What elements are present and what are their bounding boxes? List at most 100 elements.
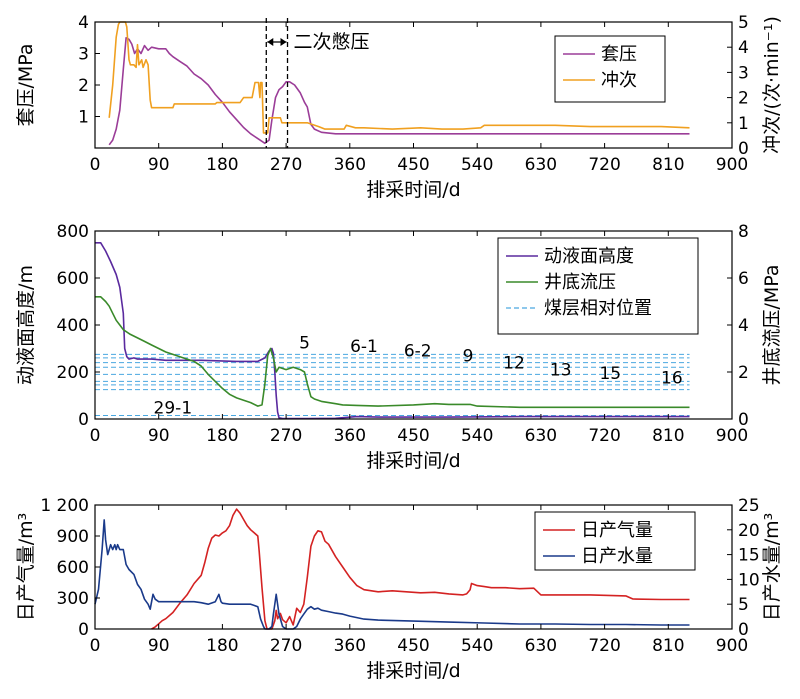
y-tick-label: 0 (78, 620, 89, 640)
x-tick-label: 90 (148, 155, 170, 175)
x-axis-label: 排采时间/d (366, 660, 460, 682)
x-axis-label: 排采时间/d (366, 450, 460, 472)
y-right-tick-label: 5 (738, 595, 749, 615)
y-axis-label: 套压/MPa (15, 43, 37, 126)
x-tick-label: 720 (588, 155, 620, 175)
chart-panel-3: 0 90 180 270 360 450 540 630 720 810 9000300600900… (15, 496, 783, 682)
x-tick-label: 90 (148, 636, 170, 656)
x-tick-label: 180 (206, 636, 238, 656)
annotation-text: 二次憋压 (294, 31, 370, 53)
seam-label: 12 (503, 353, 525, 373)
x-tick-label: 0 (90, 636, 101, 656)
seam-label: 5 (299, 333, 310, 353)
y-right-tick-label: 2 (738, 89, 749, 109)
x-axis-label: 排采时间/d (366, 179, 460, 201)
legend-box (554, 35, 666, 103)
y-tick-label: 1 (78, 108, 89, 128)
x-tick-label: 0 (90, 155, 101, 175)
legend-label: 煤层相对位置 (544, 298, 652, 319)
y-right-tick-label: 15 (738, 546, 760, 566)
y-tick-label: 900 (57, 527, 89, 547)
legend-label: 日产气量 (581, 520, 653, 541)
x-tick-label: 450 (397, 426, 429, 446)
y-right-tick-label: 0 (738, 620, 749, 640)
x-tick-label: 360 (334, 155, 366, 175)
annotation-arrowhead-left (267, 38, 274, 46)
y-axis-label-right: 井底流压/MPa (761, 264, 783, 385)
x-tick-label: 180 (206, 426, 238, 446)
x-tick-label: 900 (716, 155, 748, 175)
y-axis-label-right: 冲次/(次·min⁻¹) (761, 16, 783, 154)
legend-box (497, 237, 699, 335)
x-tick-label: 810 (652, 155, 684, 175)
chart-panel-1: 0 90 180 270 360 450 540 630 720 810 900 1 2 3 4 0 1 2 3 4 5… (15, 13, 783, 201)
seam-label: 6-1 (350, 337, 378, 357)
y-right-tick-label: 25 (738, 496, 760, 516)
y-right-tick-label: 1 (738, 114, 749, 134)
x-tick-label: 540 (461, 636, 493, 656)
y-right-tick-label: 0 (738, 139, 749, 159)
y-tick-label: 0 (78, 410, 89, 430)
y-right-tick-label: 4 (738, 316, 749, 336)
legend-label: 冲次 (601, 70, 637, 91)
y-tick-label: 3 (78, 45, 89, 65)
legend-box (534, 511, 696, 571)
x-tick-label: 360 (334, 426, 366, 446)
y-tick-label: 200 (57, 363, 89, 383)
series-line-2 (108, 21, 690, 134)
x-tick-label: 270 (270, 636, 302, 656)
y-right-tick-label: 8 (738, 222, 749, 242)
seam-label: 9 (463, 346, 474, 366)
y-tick-label: 600 (57, 269, 89, 289)
seam-label: 6-2 (404, 342, 432, 362)
series-line-2 (95, 296, 690, 409)
y-tick-label: 4 (78, 13, 89, 33)
legend-label: 套压 (601, 44, 637, 65)
series-line-2 (94, 519, 690, 630)
annotation-arrowhead-right (280, 38, 287, 46)
x-tick-label: 720 (588, 636, 620, 656)
x-tick-label: 0 (90, 426, 101, 446)
y-right-tick-label: 10 (738, 570, 760, 590)
y-right-tick-label: 20 (738, 521, 760, 541)
legend-label: 日产水量 (581, 546, 653, 567)
x-tick-label: 720 (588, 426, 620, 446)
y-axis-label: 动液面高度/m (15, 265, 37, 385)
x-tick-label: 270 (270, 426, 302, 446)
x-tick-label: 450 (397, 636, 429, 656)
x-tick-label: 540 (461, 426, 493, 446)
x-tick-label: 180 (206, 155, 238, 175)
y-tick-label: 300 (57, 589, 89, 609)
y-tick-label: 400 (57, 316, 89, 336)
x-tick-label: 630 (525, 155, 557, 175)
y-right-tick-label: 3 (738, 63, 749, 83)
series-line-1 (151, 508, 690, 630)
y-right-tick-label: 0 (738, 410, 749, 430)
legend-label: 动液面高度 (544, 246, 634, 267)
x-tick-label: 90 (148, 426, 170, 446)
y-tick-label: 600 (57, 558, 89, 578)
x-tick-label: 810 (652, 636, 684, 656)
seam-label: 15 (599, 364, 621, 384)
y-right-tick-label: 2 (738, 363, 749, 383)
y-tick-label: 2 (78, 76, 89, 96)
y-right-tick-label: 6 (738, 269, 749, 289)
y-axis-label: 日产气量/m³ (15, 513, 37, 622)
x-tick-label: 360 (334, 636, 366, 656)
x-tick-label: 900 (716, 636, 748, 656)
seam-label: 29-1 (154, 398, 193, 418)
chart-panel-2: 29-1 5 6-1 6-2 9 12 13 15 16 0 90 180 270 360 450 540 63… (15, 222, 783, 472)
series-line-1 (95, 242, 690, 420)
x-tick-label: 630 (525, 426, 557, 446)
x-tick-label: 900 (716, 426, 748, 446)
x-tick-label: 540 (461, 155, 493, 175)
seam-label: 13 (550, 360, 572, 380)
y-right-tick-label: 5 (738, 13, 749, 33)
x-tick-label: 810 (652, 426, 684, 446)
y-tick-label: 800 (57, 222, 89, 242)
seam-label: 16 (661, 369, 683, 389)
